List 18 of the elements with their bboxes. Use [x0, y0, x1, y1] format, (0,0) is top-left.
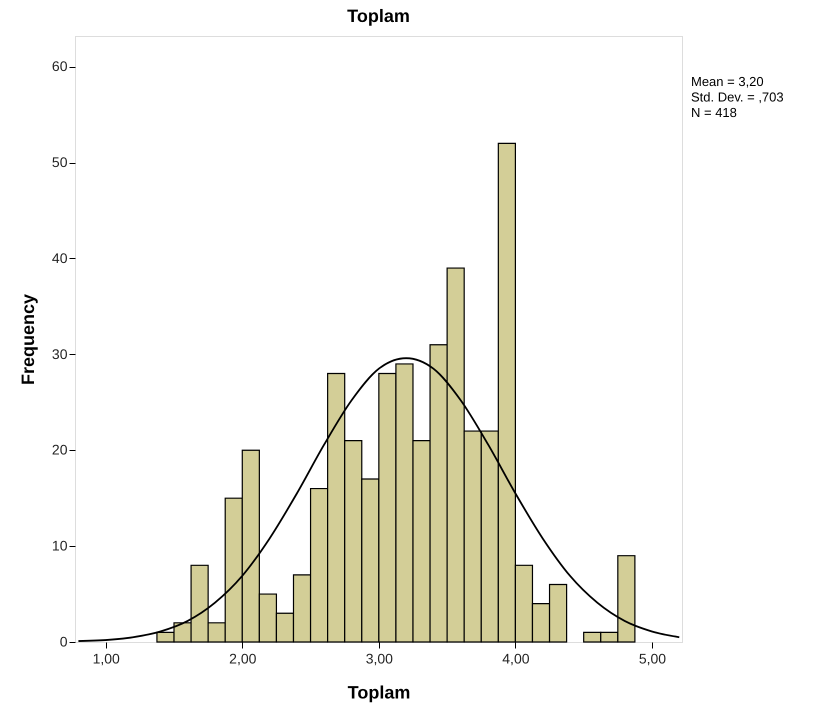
x-axis-title: Toplam [348, 682, 410, 702]
y-axis-title: Frequency [18, 294, 38, 386]
y-tick-label: 20 [52, 442, 68, 458]
text: Mean = 3,20 [691, 74, 764, 89]
text: Std. Dev. = ,703 [691, 90, 784, 104]
y-tick-label: 0 [60, 634, 68, 650]
x-tick-label: 3,00 [366, 650, 394, 666]
chart-title: Toplam [347, 6, 410, 26]
y-tick-label: 10 [52, 538, 68, 554]
y-tick-label: 30 [52, 346, 68, 362]
y-tick-label: 40 [52, 250, 68, 266]
text: N = 418 [691, 105, 737, 120]
y-tick-label: 60 [52, 58, 68, 74]
x-tick-label: 4,00 [502, 650, 530, 666]
y-tick-label: 50 [52, 154, 68, 170]
x-tick-label: 1,00 [92, 650, 120, 666]
x-tick-label: 5,00 [638, 650, 666, 666]
x-tick-label: 2,00 [229, 650, 257, 666]
